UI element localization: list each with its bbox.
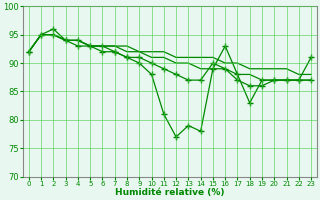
X-axis label: Humidité relative (%): Humidité relative (%)	[115, 188, 225, 197]
